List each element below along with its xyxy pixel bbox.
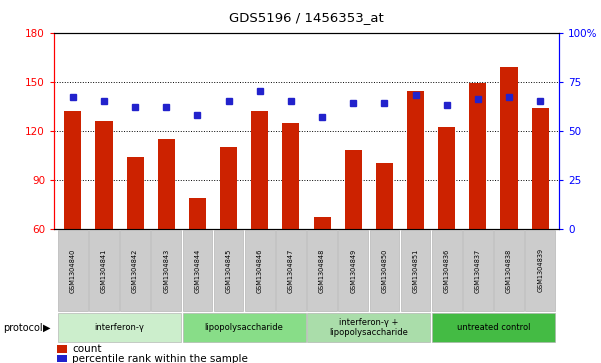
Bar [58, 313, 181, 342]
Bar [96, 121, 112, 229]
Text: GSM1304850: GSM1304850 [382, 248, 388, 293]
Text: percentile rank within the sample: percentile rank within the sample [72, 354, 248, 363]
Text: protocol: protocol [3, 323, 43, 333]
Bar [438, 127, 456, 229]
Bar [57, 355, 67, 362]
Bar [407, 91, 424, 229]
Text: interferon-γ: interferon-γ [94, 323, 144, 332]
Bar [432, 313, 555, 342]
Bar [469, 83, 486, 229]
Bar [276, 229, 306, 311]
Text: GSM1304840: GSM1304840 [70, 248, 76, 293]
Bar [345, 150, 362, 229]
Text: GSM1304841: GSM1304841 [101, 248, 107, 293]
Bar [338, 229, 368, 311]
Bar [532, 108, 549, 229]
Bar [432, 229, 462, 311]
Bar [57, 346, 67, 352]
Text: GSM1304846: GSM1304846 [257, 248, 263, 293]
Text: GSM1304836: GSM1304836 [444, 248, 450, 293]
Text: GSM1304838: GSM1304838 [506, 248, 512, 293]
Text: GSM1304849: GSM1304849 [350, 248, 356, 293]
Text: GDS5196 / 1456353_at: GDS5196 / 1456353_at [229, 11, 384, 24]
Bar [220, 147, 237, 229]
Text: ▶: ▶ [43, 323, 50, 333]
Bar [120, 229, 150, 311]
Bar [376, 163, 393, 229]
Text: GSM1304844: GSM1304844 [195, 248, 201, 293]
Bar [245, 229, 275, 311]
Text: GSM1304839: GSM1304839 [537, 248, 543, 293]
Bar [189, 197, 206, 229]
Bar [214, 229, 243, 311]
Bar [501, 67, 517, 229]
Bar [157, 139, 175, 229]
Bar [127, 157, 144, 229]
Bar [401, 229, 430, 311]
Bar [525, 229, 555, 311]
Bar [151, 229, 181, 311]
Text: GSM1304848: GSM1304848 [319, 248, 325, 293]
Bar [307, 313, 430, 342]
Text: GSM1304842: GSM1304842 [132, 248, 138, 293]
Bar [58, 229, 88, 311]
Bar [463, 229, 493, 311]
Text: count: count [72, 344, 102, 354]
Text: GSM1304837: GSM1304837 [475, 248, 481, 293]
Bar [370, 229, 399, 311]
Bar [307, 229, 337, 311]
Text: GSM1304843: GSM1304843 [163, 248, 169, 293]
Text: GSM1304845: GSM1304845 [225, 248, 231, 293]
Bar [251, 111, 268, 229]
Bar [89, 229, 119, 311]
Text: GSM1304851: GSM1304851 [412, 248, 418, 293]
Bar [183, 229, 212, 311]
Text: untreated control: untreated control [457, 323, 530, 332]
Bar [314, 217, 331, 229]
Text: GSM1304847: GSM1304847 [288, 248, 294, 293]
Bar [64, 111, 81, 229]
Bar [282, 123, 299, 229]
Bar [494, 229, 524, 311]
Text: lipopolysaccharide: lipopolysaccharide [205, 323, 284, 332]
Bar [183, 313, 306, 342]
Text: interferon-γ +
lipopolysaccharide: interferon-γ + lipopolysaccharide [329, 318, 408, 337]
